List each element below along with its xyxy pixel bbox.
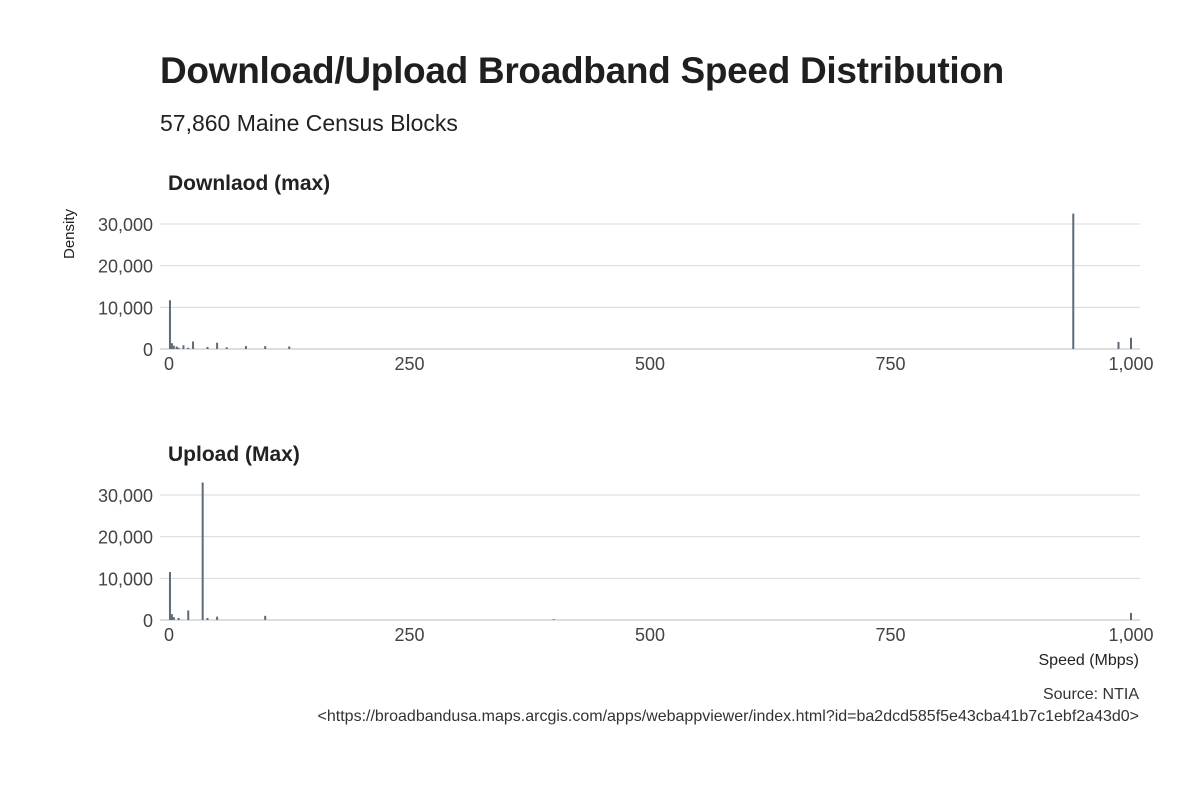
- histogram-bar: [1130, 337, 1132, 349]
- x-tick-label: 500: [635, 354, 665, 374]
- histogram-bar: [206, 617, 209, 620]
- histogram-bar: [170, 343, 173, 349]
- x-tick-label: 250: [394, 354, 424, 374]
- y-tick-label: 20,000: [98, 257, 153, 277]
- histogram-bar: [225, 347, 228, 349]
- histogram-bar: [1117, 341, 1120, 349]
- panel-title-1: Downlaod (max): [168, 172, 330, 195]
- chart-subtitle: 57,860 Maine Census Blocks: [160, 110, 458, 136]
- histogram-bar: [264, 615, 267, 620]
- y-tick-label: 0: [143, 611, 153, 631]
- histogram-bar: [168, 572, 171, 620]
- y-axis-label: Density: [61, 208, 78, 259]
- histogram-bar: [187, 610, 190, 620]
- y-tick-label: 10,000: [98, 569, 153, 589]
- chart-caption: Source: NTIA <https://broadbandusa.maps.…: [318, 684, 1139, 728]
- x-tick-label: 1,000: [1108, 354, 1153, 374]
- panel-title-2: Upload (Max): [168, 443, 300, 466]
- y-tick-label: 30,000: [98, 486, 153, 506]
- histogram-bar: [264, 346, 267, 349]
- x-tick-label: 750: [875, 354, 905, 374]
- x-axis-label: Speed (Mbps): [1039, 652, 1140, 669]
- histogram-bar: [216, 616, 219, 620]
- histogram-bar: [172, 617, 175, 620]
- y-tick-label: 0: [143, 340, 153, 360]
- x-tick-label: 750: [875, 625, 905, 645]
- histogram-bar: [170, 614, 173, 620]
- histogram-bar: [244, 346, 247, 349]
- histogram-bar: [216, 342, 219, 349]
- histogram-bar: [177, 347, 180, 349]
- histogram-bar: [177, 617, 180, 620]
- y-tick-label: 10,000: [98, 298, 153, 318]
- x-tick-label: 0: [164, 625, 174, 645]
- histogram-bar: [175, 346, 178, 349]
- y-tick-label: 20,000: [98, 528, 153, 548]
- histogram-bar: [172, 345, 175, 349]
- histogram-bar: [192, 341, 195, 349]
- caption-source: Source: NTIA: [1042, 686, 1139, 703]
- x-tick-label: 1,000: [1108, 625, 1153, 645]
- caption-url: <https://broadbandusa.maps.arcgis.com/ap…: [317, 708, 1139, 725]
- histogram-bar: [168, 300, 171, 349]
- histogram-bar: [201, 482, 204, 620]
- histogram-bar: [1130, 612, 1132, 620]
- histogram-bar: [182, 345, 185, 349]
- histogram-bar: [1072, 213, 1075, 349]
- x-tick-label: 500: [635, 625, 665, 645]
- x-tick-label: 0: [164, 354, 174, 374]
- histogram-bar: [206, 346, 209, 349]
- histogram-bar: [288, 346, 291, 349]
- histogram-bar: [552, 619, 555, 620]
- histogram-bar: [187, 347, 190, 349]
- y-tick-label: 30,000: [98, 215, 153, 235]
- x-tick-label: 250: [394, 625, 424, 645]
- chart-title: Download/Upload Broadband Speed Distribu…: [160, 50, 1004, 91]
